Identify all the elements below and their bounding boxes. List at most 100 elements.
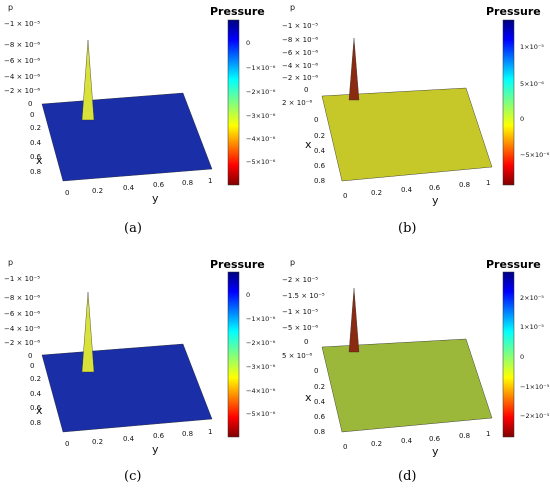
colorbar-ticks: 2×10⁻⁵ 1×10⁻⁵ 0 −1×10⁻⁵ −2×10⁻⁵ bbox=[520, 294, 550, 420]
y-axis-label: y bbox=[432, 194, 439, 207]
z-tick: −8 × 10⁻⁶ bbox=[282, 36, 318, 44]
y-tick: 0.6 bbox=[429, 435, 441, 443]
y-ticks: 0 0.2 0.4 0.6 0.8 1 bbox=[343, 430, 490, 451]
colorbar-ticks: 1×10⁻⁵ 5×10⁻⁶ 0 −5×10⁻⁶ bbox=[520, 43, 550, 159]
surface bbox=[321, 338, 493, 433]
z-tick: −6 × 10⁻⁶ bbox=[282, 49, 318, 57]
colorbar-tick: 2×10⁻⁵ bbox=[520, 294, 544, 302]
z-tick: 2 × 10⁻⁶ bbox=[282, 99, 312, 107]
panel-caption: (c) bbox=[124, 469, 141, 484]
z-tick: −1 × 10⁻⁵ bbox=[4, 275, 40, 283]
z-tick: 0 bbox=[28, 352, 32, 360]
y-tick: 0 bbox=[65, 189, 69, 197]
colorbar-tick: −3×10⁻⁶ bbox=[246, 112, 276, 120]
z-tick: −2 × 10⁻⁶ bbox=[4, 339, 40, 347]
x-axis-label: x bbox=[305, 391, 312, 404]
colorbar-title: Pressure bbox=[486, 258, 541, 271]
surface-peak bbox=[81, 291, 95, 373]
colorbar-ticks: 0 −1×10⁻⁶ −2×10⁻⁶ −3×10⁻⁶ −4×10⁻⁶ −5×10⁻… bbox=[246, 291, 276, 418]
x-tick: 0.8 bbox=[30, 419, 41, 427]
colorbar-tick: −5×10⁻⁶ bbox=[246, 410, 276, 418]
z-tick: −8 × 10⁻⁶ bbox=[4, 41, 40, 49]
y-tick: 0.6 bbox=[429, 184, 441, 192]
x-tick: 0.8 bbox=[30, 168, 41, 176]
z-tick: −4 × 10⁻⁶ bbox=[282, 62, 318, 70]
colorbar-tick: −2×10⁻⁵ bbox=[520, 412, 550, 420]
colorbar-title: Pressure bbox=[210, 258, 265, 271]
colorbar-tick: 1×10⁻⁵ bbox=[520, 43, 544, 51]
z-axis-label: p bbox=[290, 258, 295, 267]
y-ticks: 0 0.2 0.4 0.6 0.8 1 bbox=[65, 428, 212, 448]
x-tick: 0.6 bbox=[314, 162, 326, 170]
x-axis-label: x bbox=[36, 404, 43, 417]
panel-caption: (b) bbox=[398, 221, 416, 236]
y-axis-label: y bbox=[152, 192, 159, 205]
z-tick: −2 × 10⁻⁶ bbox=[4, 87, 40, 95]
y-axis-label: y bbox=[152, 443, 159, 456]
y-ticks: 0 0.2 0.4 0.6 0.8 1 bbox=[343, 179, 490, 200]
y-tick: 0.8 bbox=[459, 432, 470, 440]
colorbar-tick: −1×10⁻⁵ bbox=[520, 383, 550, 391]
y-tick: 0 bbox=[65, 440, 69, 448]
y-tick: 1 bbox=[208, 428, 212, 436]
colorbar-tick: −4×10⁻⁶ bbox=[246, 387, 276, 395]
x-tick: 0.4 bbox=[314, 398, 326, 406]
y-ticks: 0 0.2 0.4 0.6 0.8 1 bbox=[65, 177, 212, 197]
z-ticks: −1 × 10⁻⁵ −8 × 10⁻⁶ −6 × 10⁻⁶ −4 × 10⁻⁶ … bbox=[282, 22, 318, 107]
x-tick: 0.6 bbox=[314, 413, 326, 421]
x-tick: 0.4 bbox=[30, 390, 42, 398]
y-tick: 0.2 bbox=[92, 187, 103, 195]
y-tick: 0 bbox=[343, 192, 347, 200]
colorbar-title: Pressure bbox=[486, 5, 541, 18]
z-tick: −4 × 10⁻⁶ bbox=[4, 325, 40, 333]
x-tick: 0.6 bbox=[30, 404, 42, 412]
y-axis-label: y bbox=[432, 445, 439, 458]
colorbar bbox=[227, 19, 240, 186]
y-tick: 0.8 bbox=[182, 179, 193, 187]
colorbar-tick: −2×10⁻⁶ bbox=[246, 339, 276, 347]
y-tick: 0.4 bbox=[401, 186, 413, 194]
x-tick: 0.6 bbox=[30, 153, 42, 161]
x-tick: 0.4 bbox=[30, 139, 42, 147]
surface-peak bbox=[348, 287, 360, 353]
panel-b: p −1 × 10⁻⁵ −8 × 10⁻⁶ −6 × 10⁻⁶ −4 × 10⁻… bbox=[282, 3, 550, 236]
z-tick: −1 × 10⁻⁵ bbox=[282, 308, 318, 316]
z-tick: 0 bbox=[304, 86, 308, 94]
z-tick: 0 bbox=[28, 100, 32, 108]
colorbar bbox=[502, 19, 515, 186]
x-tick: 0 bbox=[30, 111, 34, 119]
x-tick: 0.2 bbox=[30, 375, 41, 383]
colorbar-ticks: 0 −1×10⁻⁶ −2×10⁻⁶ −3×10⁻⁶ −4×10⁻⁶ −5×10⁻… bbox=[246, 39, 276, 166]
y-tick: 0.6 bbox=[153, 181, 165, 189]
z-tick: −4 × 10⁻⁶ bbox=[4, 73, 40, 81]
x-tick: 0.4 bbox=[314, 147, 326, 155]
panel-d: p −2 × 10⁻⁵ −1.5 × 10⁻⁵ −1 × 10⁻⁵ −5 × 1… bbox=[282, 258, 550, 484]
x-tick: 0 bbox=[314, 116, 318, 124]
z-ticks: −2 × 10⁻⁵ −1.5 × 10⁻⁵ −1 × 10⁻⁵ −5 × 10⁻… bbox=[282, 276, 325, 360]
colorbar-tick: −3×10⁻⁶ bbox=[246, 363, 276, 371]
x-axis-label: x bbox=[36, 154, 43, 167]
y-tick: 0.8 bbox=[182, 430, 193, 438]
colorbar-tick: 0 bbox=[520, 115, 524, 123]
y-tick: 0.4 bbox=[123, 184, 135, 192]
x-tick: 0 bbox=[314, 367, 318, 375]
x-tick: 0.2 bbox=[314, 383, 325, 391]
colorbar-tick: −5×10⁻⁶ bbox=[246, 158, 276, 166]
x-ticks: 0 0.2 0.4 0.6 0.8 bbox=[314, 367, 326, 436]
z-tick: −1.5 × 10⁻⁵ bbox=[282, 292, 325, 300]
y-tick: 0.4 bbox=[123, 435, 135, 443]
surface-peak bbox=[348, 37, 360, 101]
colorbar-tick: −4×10⁻⁶ bbox=[246, 135, 276, 143]
x-tick: 0.8 bbox=[314, 428, 325, 436]
surface bbox=[41, 343, 213, 433]
y-tick: 0.4 bbox=[401, 437, 413, 445]
colorbar-tick: 0 bbox=[246, 291, 250, 299]
x-tick: 0.2 bbox=[30, 124, 41, 132]
x-ticks: 0 0.2 0.4 0.6 0.8 bbox=[314, 116, 326, 185]
z-tick: −6 × 10⁻⁶ bbox=[4, 57, 40, 65]
surface-peak bbox=[81, 39, 95, 121]
z-tick: 0 bbox=[304, 338, 308, 346]
colorbar-tick: 0 bbox=[246, 39, 250, 47]
z-ticks: −1 × 10⁻⁵ −8 × 10⁻⁶ −6 × 10⁻⁶ −4 × 10⁻⁶ … bbox=[4, 275, 40, 360]
